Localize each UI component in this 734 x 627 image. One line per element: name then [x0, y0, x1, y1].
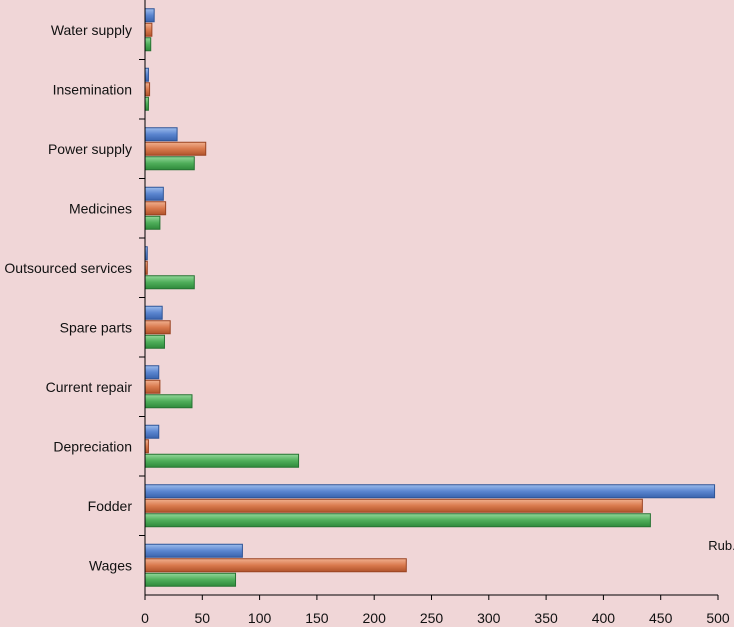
bar-series-blue-0 [144, 8, 155, 23]
bar-series-orange-8 [144, 498, 643, 513]
category-label-9: Wages [89, 557, 132, 573]
x-tick-label-3: 150 [305, 610, 329, 626]
bar-series-blue-5 [144, 305, 163, 320]
bar-series-orange-7 [144, 439, 149, 454]
bar-series-green-7 [144, 453, 300, 468]
bar-series-green-2 [144, 156, 195, 171]
x-axis-unit-label: Rub. [708, 538, 734, 553]
category-label-5: Spare parts [60, 319, 132, 335]
x-tick-label-8: 400 [592, 610, 616, 626]
x-tick-label-4: 200 [363, 610, 387, 626]
bar-series-green-6 [144, 394, 193, 409]
x-tick-label-10: 500 [706, 610, 730, 626]
category-label-7: Depreciation [53, 438, 132, 454]
category-label-1: Insemination [53, 81, 132, 97]
category-label-3: Medicines [69, 200, 132, 216]
category-labels: Water supply Insemination Power supply Medi… [4, 22, 132, 574]
category-label-0: Water supply [51, 22, 132, 38]
x-tick-label-9: 450 [649, 610, 673, 626]
bars [144, 8, 716, 587]
x-tick-label-5: 250 [420, 610, 444, 626]
category-label-8: Fodder [88, 498, 133, 514]
bar-series-green-8 [144, 513, 651, 528]
bar-series-green-1 [144, 96, 149, 111]
category-label-6: Current repair [46, 379, 133, 395]
x-ticks: 0 50 100 150 200 250 300 350 400 450 500 [141, 595, 730, 626]
category-label-4: Outsourced services [4, 260, 132, 276]
bar-series-orange-9 [144, 558, 407, 573]
bar-series-green-0 [144, 37, 152, 52]
bar-series-blue-1 [144, 67, 149, 82]
bar-series-orange-5 [144, 320, 171, 335]
x-tick-label-0: 0 [141, 610, 149, 626]
bar-series-blue-7 [144, 424, 160, 439]
bar-series-green-4 [144, 275, 195, 290]
bar-series-blue-8 [144, 484, 716, 499]
bar-series-green-3 [144, 215, 161, 230]
bar-series-orange-1 [144, 82, 151, 97]
bar-series-orange-0 [144, 22, 153, 37]
bar-series-blue-3 [144, 186, 164, 201]
x-tick-label-6: 300 [477, 610, 501, 626]
x-tick-label-2: 100 [248, 610, 272, 626]
bar-series-orange-3 [144, 201, 167, 216]
bar-series-orange-6 [144, 379, 161, 394]
x-tick-label-7: 350 [534, 610, 558, 626]
category-label-2: Power supply [48, 141, 132, 157]
bar-series-blue-2 [144, 127, 178, 142]
bar-series-orange-2 [144, 141, 207, 156]
bar-series-green-9 [144, 572, 237, 587]
x-tick-label-1: 50 [195, 610, 211, 626]
bar-series-green-5 [144, 334, 165, 349]
bar-series-blue-9 [144, 543, 243, 558]
bar-series-blue-6 [144, 365, 160, 380]
